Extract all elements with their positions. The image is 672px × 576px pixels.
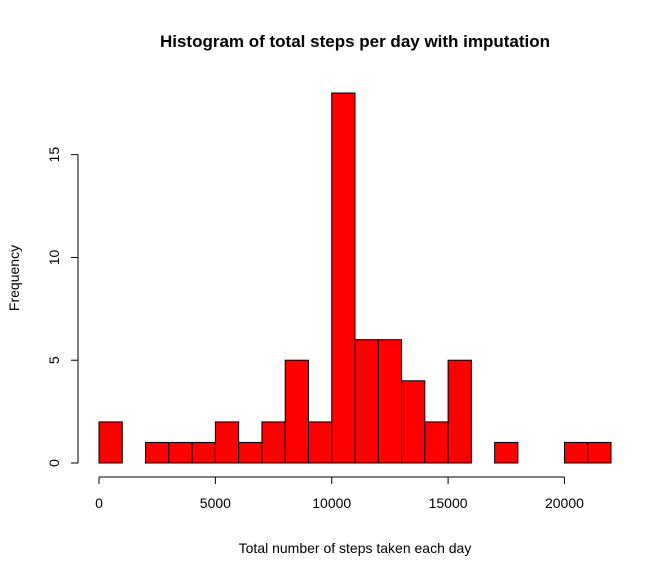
y-tick-label: 5 [46,356,62,364]
histogram-bar [168,441,193,464]
y-tick-label: 15 [46,147,62,163]
histogram-bar [214,421,240,464]
histogram-bar [563,441,589,464]
histogram-bar [587,441,612,464]
histogram-bar [145,441,170,464]
x-tick-label: 0 [95,495,103,511]
x-tick-label: 15000 [429,495,468,511]
y-axis-label: Frequency [6,245,22,311]
bars-group [98,92,612,464]
chart-title: Histogram of total steps per day with im… [160,32,550,51]
histogram-bar [284,359,309,464]
y-tick-label: 0 [46,459,62,467]
x-tick-label: 20000 [545,495,584,511]
histogram-bar [98,421,123,464]
histogram-bar [354,339,379,464]
x-axis-label: Total number of steps taken each day [239,540,472,556]
x-tick-label: 10000 [312,495,351,511]
histogram-bar [191,441,216,464]
histogram-bar [331,92,356,464]
y-axis: 0 5 10 15 [46,147,79,467]
x-axis: 0 5000 10000 15000 20000 [95,476,584,511]
histogram-bar [261,421,286,464]
histogram-bar [494,441,519,464]
histogram-bar [447,359,472,464]
histogram-bar [307,421,333,464]
y-tick-label: 10 [46,249,62,265]
x-tick-label: 5000 [200,495,231,511]
histogram-bar [424,421,449,464]
histogram-bar [377,339,403,464]
histogram-bar [401,380,426,464]
histogram-bar [238,441,263,464]
